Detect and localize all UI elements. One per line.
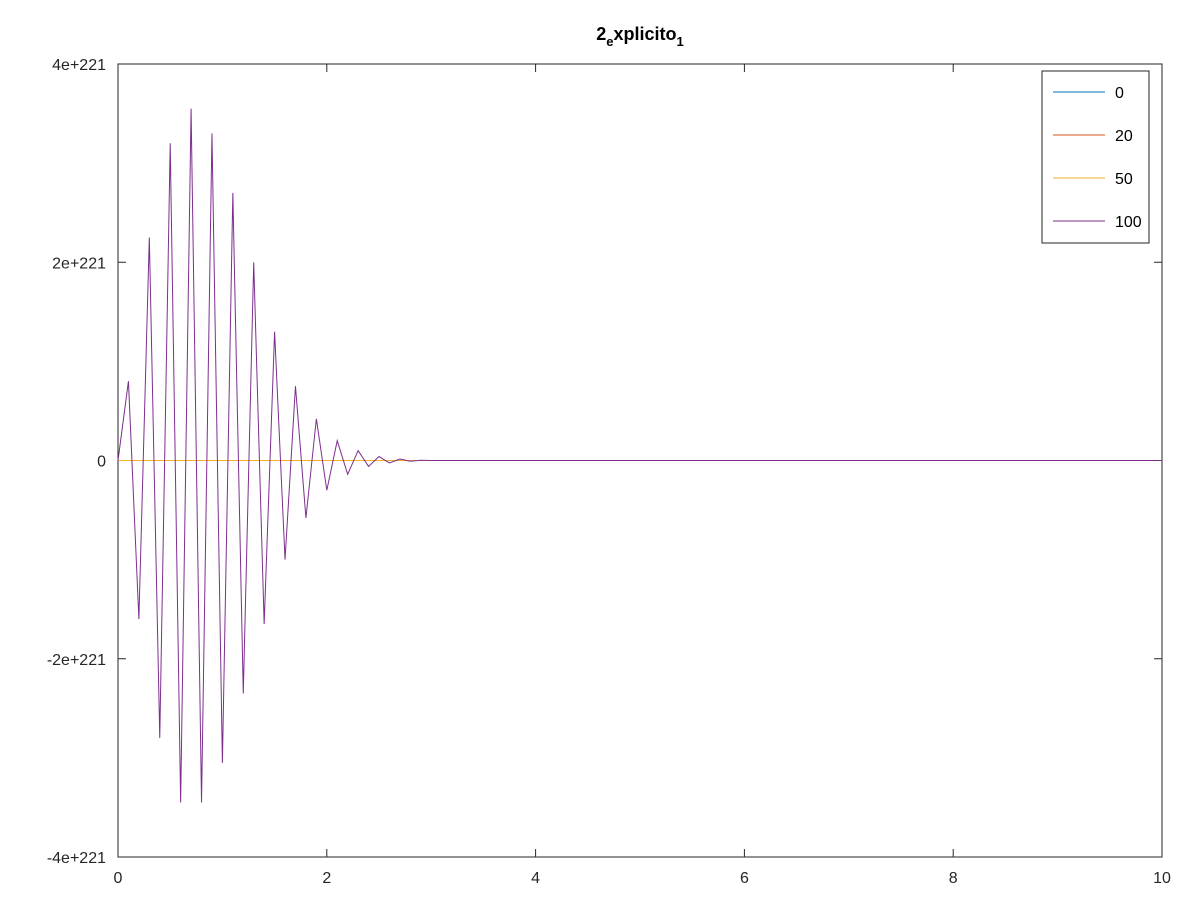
chart-title-mid: xplicito	[614, 24, 677, 44]
x-tick-label: 2	[322, 870, 331, 887]
legend-label: 20	[1115, 128, 1133, 145]
x-tick-label: 8	[949, 870, 958, 887]
chart-title-sub2: 1	[677, 34, 684, 49]
x-tick-label: 6	[740, 870, 749, 887]
x-tick-label: 0	[114, 870, 123, 887]
legend: 0 20 50 100	[1041, 70, 1150, 244]
chart-title-sub1: e	[606, 34, 613, 49]
y-tick-label: 2e+221	[52, 255, 106, 272]
series-layer	[117, 108, 1162, 803]
chart-title-main: 2	[596, 24, 606, 44]
y-axis-ticks: -4e+221 -2e+221 0 2e+221 4e+221	[47, 57, 1162, 867]
legend-box	[1041, 70, 1150, 244]
legend-label: 100	[1115, 214, 1142, 231]
x-tick-label: 10	[1153, 870, 1171, 887]
legend-label: 0	[1115, 85, 1124, 102]
x-tick-label: 4	[531, 870, 540, 887]
legend-label: 50	[1115, 171, 1133, 188]
y-tick-label: 0	[97, 454, 106, 471]
x-axis-ticks: 0 2 4 6 8 10	[114, 64, 1171, 887]
chart-title: 2explicito1	[596, 24, 684, 49]
y-tick-label: -2e+221	[47, 652, 106, 669]
y-tick-label: 4e+221	[52, 57, 106, 74]
series-line-100	[117, 108, 1162, 803]
y-tick-label: -4e+221	[47, 850, 106, 867]
